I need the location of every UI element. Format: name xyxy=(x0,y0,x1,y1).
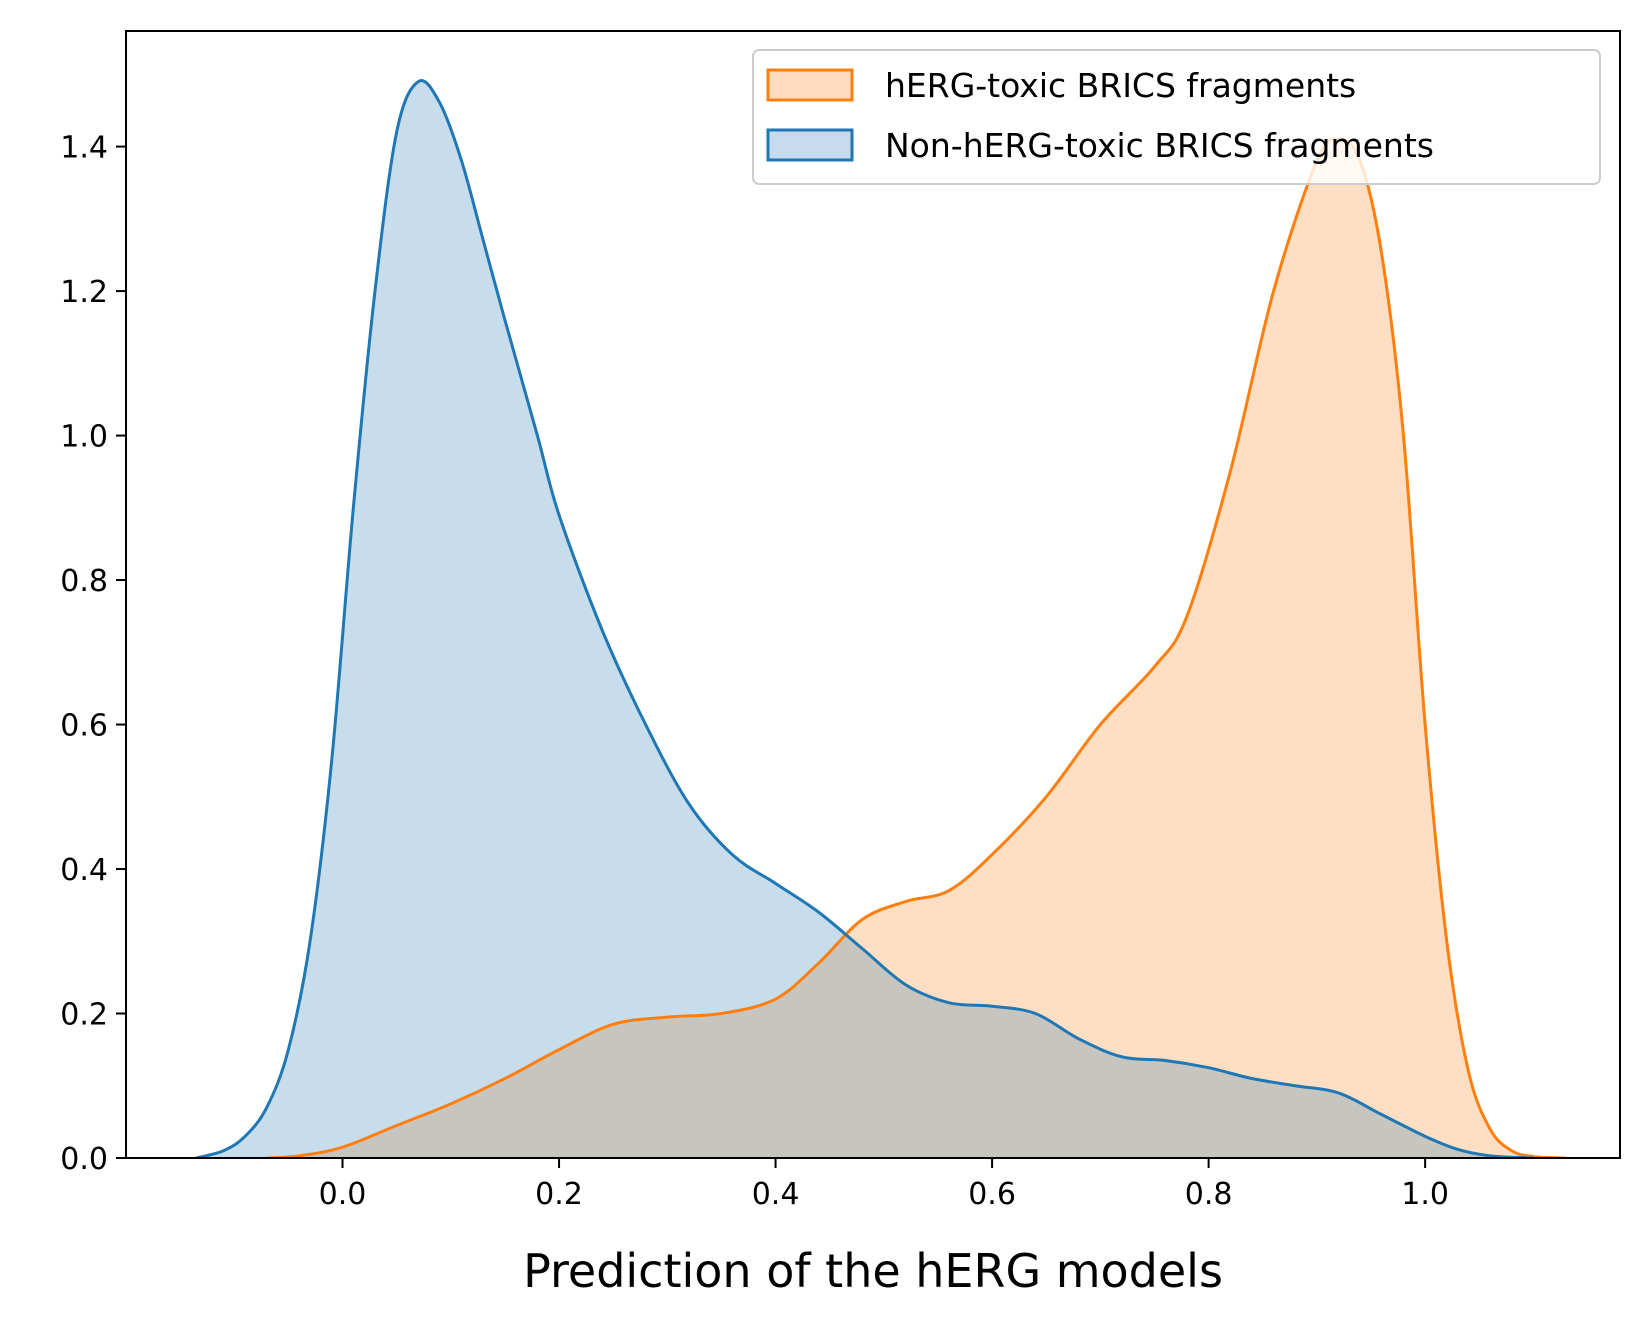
y-axis: 0.0 0.2 0.4 0.6 0.8 1.0 1.2 1.4 xyxy=(60,131,126,1177)
y-tick-label: 0.2 xyxy=(60,998,108,1033)
y-tick-label: 0.0 xyxy=(60,1142,108,1177)
plot-frame xyxy=(125,30,1621,1159)
x-tick-label: 0.4 xyxy=(752,1177,800,1212)
y-tick-label: 0.6 xyxy=(60,709,108,744)
series-fill-layer xyxy=(196,80,1566,1158)
y-tick-label: 1.0 xyxy=(60,420,108,455)
series-fill-herg-toxic xyxy=(266,139,1566,1158)
series-line-layer xyxy=(195,79,1566,1158)
legend-label-non-herg-toxic: Non-hERG-toxic BRICS fragments xyxy=(885,126,1434,165)
y-tick-label: 1.4 xyxy=(60,131,108,166)
y-tick-label: 0.4 xyxy=(60,853,108,888)
series-line-non-herg-toxic xyxy=(195,79,1534,1158)
x-axis-title: Prediction of the hERG models xyxy=(523,1244,1223,1298)
legend: hERG-toxic BRICS fragments Non-hERG-toxic… xyxy=(752,49,1601,185)
series-line-herg-toxic xyxy=(266,137,1566,1158)
x-tick-label: 0.6 xyxy=(968,1177,1016,1212)
legend-swatch-non-herg-toxic xyxy=(766,128,854,162)
series-fill-non-herg-toxic xyxy=(196,80,1534,1158)
x-tick-label: 0.8 xyxy=(1185,1177,1233,1212)
legend-box xyxy=(752,49,1601,185)
x-axis: 0.0 0.2 0.4 0.6 0.8 1.0 xyxy=(319,1158,1449,1212)
legend-label-herg-toxic: hERG-toxic BRICS fragments xyxy=(885,66,1356,105)
x-tick-label: 0.0 xyxy=(319,1177,367,1212)
x-tick-label: 1.0 xyxy=(1401,1177,1449,1212)
x-tick-label: 0.2 xyxy=(535,1177,583,1212)
y-tick-label: 0.8 xyxy=(60,564,108,599)
y-tick-label: 1.2 xyxy=(60,275,108,310)
legend-swatch-herg-toxic xyxy=(766,68,854,102)
